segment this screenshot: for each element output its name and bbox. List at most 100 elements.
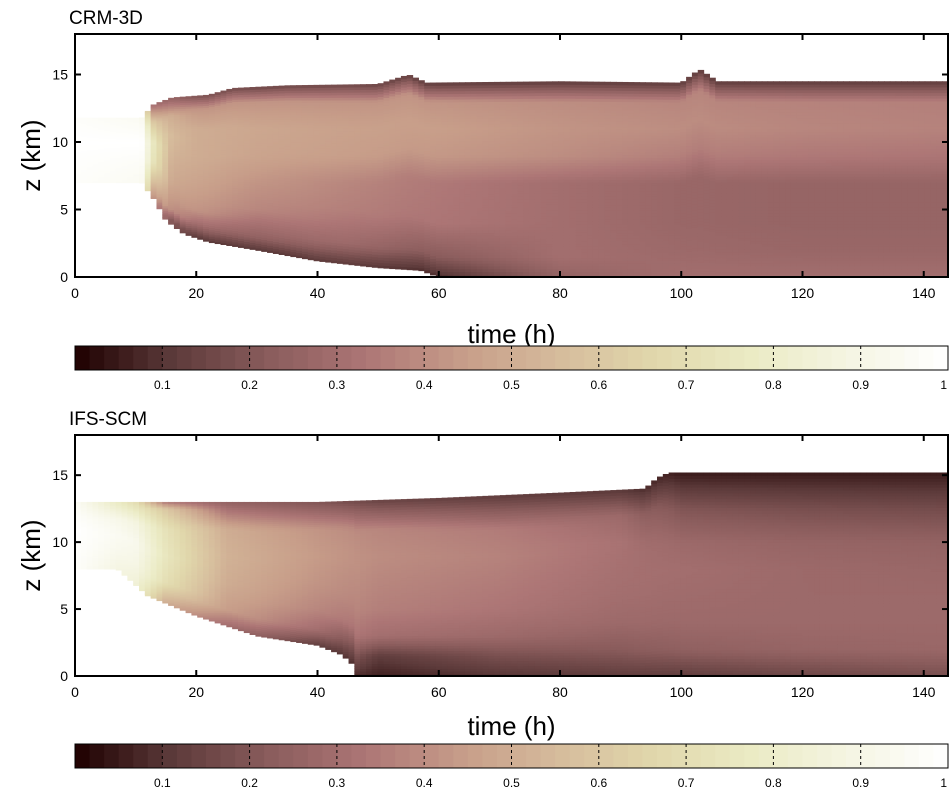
- field-cell: [249, 246, 257, 250]
- field-cell: [232, 155, 239, 159]
- field-cell: [156, 194, 163, 198]
- field-cell: [383, 113, 390, 117]
- field-cell: [243, 193, 251, 196]
- field-cell: [109, 141, 117, 144]
- field-cell: [144, 165, 152, 168]
- field-cell: [80, 156, 88, 159]
- field-cell: [418, 107, 425, 111]
- field-cell: [348, 89, 355, 93]
- field-cell: [272, 179, 280, 183]
- field-cell: [307, 174, 315, 178]
- field-cell: [383, 252, 390, 256]
- field-cell: [208, 214, 216, 218]
- field-cell: [313, 253, 321, 257]
- field-cell: [109, 171, 117, 173]
- field-cell: [377, 193, 385, 198]
- field-cell: [377, 262, 385, 266]
- field-cell: [191, 188, 198, 192]
- field-cell: [109, 164, 117, 167]
- field-cell: [150, 176, 158, 179]
- field-cell: [185, 177, 192, 181]
- field-cell: [232, 189, 239, 193]
- field-cell: [139, 137, 146, 140]
- field-cell: [342, 145, 350, 150]
- field-cell: [418, 172, 425, 176]
- field-cell: [232, 121, 239, 125]
- field-cell: [336, 219, 344, 224]
- field-cell: [104, 158, 111, 160]
- field-cell: [162, 174, 169, 178]
- field-cell: [336, 235, 344, 239]
- field-cell: [354, 146, 361, 150]
- field-cell: [261, 213, 268, 217]
- field-cell: [92, 130, 99, 133]
- field-cell: [185, 173, 192, 177]
- field-cell: [197, 198, 204, 201]
- field-cell: [296, 114, 303, 118]
- field-cell: [371, 214, 379, 219]
- field-cell: [406, 225, 414, 229]
- field-cell: [284, 204, 291, 208]
- field-cell: [98, 170, 105, 172]
- field-cell: [208, 189, 216, 193]
- field-cell: [115, 170, 123, 172]
- field-cell: [173, 166, 181, 169]
- field-cell: [133, 129, 140, 132]
- field-cell: [418, 188, 425, 193]
- field-cell: [441, 168, 449, 172]
- field-cell: [278, 206, 286, 210]
- field-cell: [412, 231, 419, 235]
- field-cell: [214, 213, 222, 216]
- field-cell: [383, 257, 390, 261]
- field-cell: [418, 213, 425, 217]
- field-cell: [121, 131, 128, 134]
- field-cell: [75, 122, 82, 124]
- field-cell: [377, 178, 385, 182]
- field-cell: [313, 245, 321, 249]
- field-cell: [301, 189, 309, 193]
- field-cell: [150, 155, 158, 158]
- field-cell: [208, 117, 216, 120]
- field-cell: [325, 158, 332, 162]
- field-cell: [430, 140, 437, 144]
- field-cell: [220, 231, 227, 235]
- field-cell: [418, 129, 425, 133]
- field-cell: [267, 107, 274, 111]
- field-cell: [354, 260, 361, 264]
- field-cell: [237, 140, 245, 143]
- field-cell: [360, 203, 367, 207]
- field-cell: [430, 203, 437, 207]
- field-cell: [336, 189, 344, 193]
- field-cell: [261, 190, 268, 194]
- field-cell: [296, 117, 303, 121]
- field-cell: [354, 148, 361, 153]
- field-cell: [325, 175, 332, 179]
- field-cell: [342, 140, 350, 145]
- field-cell: [127, 143, 134, 146]
- field-cell: [371, 154, 379, 158]
- field-cell: [395, 203, 402, 207]
- field-cell: [307, 147, 315, 151]
- field-cell: [203, 155, 210, 159]
- field-cell: [371, 123, 379, 127]
- field-cell: [156, 175, 163, 178]
- field-cell: [197, 200, 204, 203]
- field-cell: [168, 160, 175, 164]
- field-cell: [133, 137, 140, 139]
- field-cell: [342, 258, 350, 262]
- field-cell: [243, 98, 251, 102]
- field-cell: [168, 128, 175, 131]
- field-cell: [261, 119, 268, 123]
- field-cell: [92, 153, 99, 156]
- field-cell: [86, 150, 94, 152]
- field-cell: [144, 130, 152, 133]
- field-cell: [75, 155, 82, 158]
- field-cell: [197, 204, 204, 207]
- field-cell: [179, 125, 187, 129]
- field-cell: [249, 158, 257, 162]
- field-cell: [168, 106, 175, 110]
- field-cell: [139, 166, 146, 168]
- field-cell: [197, 228, 204, 232]
- field-cell: [214, 131, 222, 134]
- field-cell: [139, 147, 146, 149]
